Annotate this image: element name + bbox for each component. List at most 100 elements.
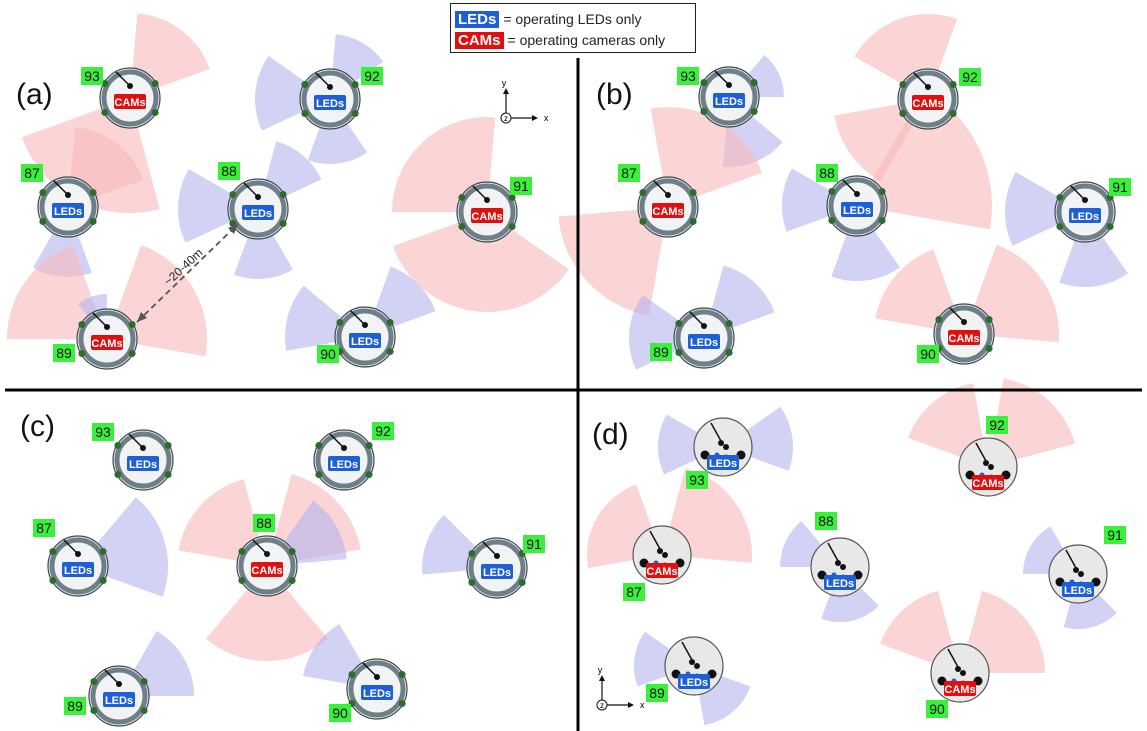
mode-tag: [1062, 582, 1094, 597]
mode-tag: [841, 202, 873, 217]
robot-id-badge: [815, 512, 837, 530]
robot-ring: [700, 68, 758, 126]
center-marker: [484, 197, 490, 203]
robot-id-badge: [1104, 526, 1126, 544]
robot-id-text: 87: [626, 584, 642, 600]
mode-tag-text: LEDs: [680, 677, 708, 689]
mode-tag-text: CAMs: [471, 211, 502, 223]
svg-text:z: z: [504, 114, 508, 123]
sensor-module: [508, 223, 516, 230]
sensor-module: [39, 189, 47, 196]
camera-dot: [817, 570, 827, 580]
led-emission-cone: [1059, 212, 1128, 288]
robot-body: [1048, 544, 1108, 604]
center-marker: [127, 83, 133, 89]
robot: LEDs 92: [299, 67, 383, 130]
sensor-module: [90, 707, 98, 714]
sensor-module: [140, 707, 148, 714]
sensor-module: [1056, 194, 1064, 201]
robot-ring: [238, 537, 296, 595]
led-emission-cone: [78, 497, 169, 597]
mode-tag: [242, 205, 274, 220]
sensor-module: [351, 110, 359, 117]
sensor-module: [899, 110, 907, 117]
sensor-module: [288, 548, 296, 555]
camera-field-of-view: [662, 468, 753, 563]
led-emission-cone: [365, 266, 436, 337]
robot-id-badge: [686, 471, 708, 489]
sensor-module: [365, 442, 373, 449]
mode-tag-text: LEDs: [483, 567, 511, 579]
arrow-head: [137, 312, 147, 322]
sensor-module: [1056, 223, 1064, 230]
mode-tag-text: CAMs: [652, 206, 683, 218]
mode-tag-text: LEDs: [351, 336, 379, 348]
heading-line: [827, 542, 839, 562]
robot: LEDs 88: [218, 162, 289, 240]
sensor-module: [518, 550, 526, 557]
camera-dot: [853, 570, 863, 580]
sensor-module: [101, 80, 109, 87]
axis-glyph: z y x: [500, 78, 549, 124]
led-dot: [694, 673, 700, 679]
led-emission-cone: [629, 295, 704, 370]
robot: CAMs 90: [917, 303, 995, 365]
robot: LEDs 89: [64, 665, 150, 727]
sensor-module: [114, 471, 122, 478]
center-marker: [374, 674, 380, 680]
mode-tag-text: CAMs: [91, 338, 122, 350]
svg-text:y: y: [502, 78, 507, 88]
sensor-module: [279, 220, 287, 227]
robot-shell: [1054, 181, 1116, 243]
robot-id-text: 88: [819, 165, 835, 181]
robot-id-badge: [64, 697, 86, 715]
led-emission-cone: [1004, 172, 1085, 246]
svg-text:x: x: [640, 700, 645, 710]
camera-field-of-view: [650, 106, 762, 207]
robot-id-text: 91: [1107, 527, 1123, 543]
robot-id-badge: [917, 345, 939, 363]
robot-id-text: 90: [920, 346, 936, 362]
heading-line: [1070, 185, 1086, 201]
sensor-module: [151, 109, 159, 116]
camera-dot: [723, 444, 729, 450]
mode-tag-text: LEDs: [1064, 585, 1092, 597]
center-marker: [104, 324, 110, 330]
led-emission-cone: [704, 265, 775, 338]
sensor-module: [49, 577, 57, 584]
camera-dot: [955, 666, 961, 672]
mode-tag-text: CAMs: [972, 478, 1003, 490]
robot-body: [930, 643, 990, 703]
robot-shell: [112, 429, 174, 491]
camera-field-of-view: [107, 245, 208, 357]
sensor-module: [315, 471, 323, 478]
mode-tag-text: CAMs: [114, 97, 145, 109]
robot-body: [810, 537, 870, 597]
mode-tag-text: LEDs: [709, 458, 737, 470]
mode-tag: [713, 93, 745, 108]
robot-body: [632, 525, 692, 585]
mode-tag: [127, 456, 159, 471]
camera-dot: [835, 560, 841, 566]
sensor-module: [140, 678, 148, 685]
robot-id-badge: [959, 68, 981, 86]
robot-ring: [1056, 183, 1114, 241]
robot: LEDs 90: [329, 658, 408, 722]
robot-id-badge: [33, 519, 55, 537]
sensor-module: [49, 548, 57, 555]
heading-line: [63, 539, 79, 555]
heading-line: [53, 180, 69, 196]
robot-id-badge: [618, 164, 640, 182]
robot-id-badge: [816, 164, 838, 182]
robot: CAMs 88: [236, 514, 298, 597]
sensor-module: [101, 109, 109, 116]
center-marker: [362, 322, 368, 328]
robot-shell: [826, 175, 888, 237]
led-dot: [667, 566, 673, 572]
heading-line: [689, 311, 705, 327]
sensor-module: [935, 316, 943, 323]
mode-tag-text: LEDs: [690, 337, 718, 349]
led-emission-cone: [1023, 526, 1078, 574]
robot-ring: [101, 69, 159, 127]
sensor-module: [675, 320, 683, 327]
